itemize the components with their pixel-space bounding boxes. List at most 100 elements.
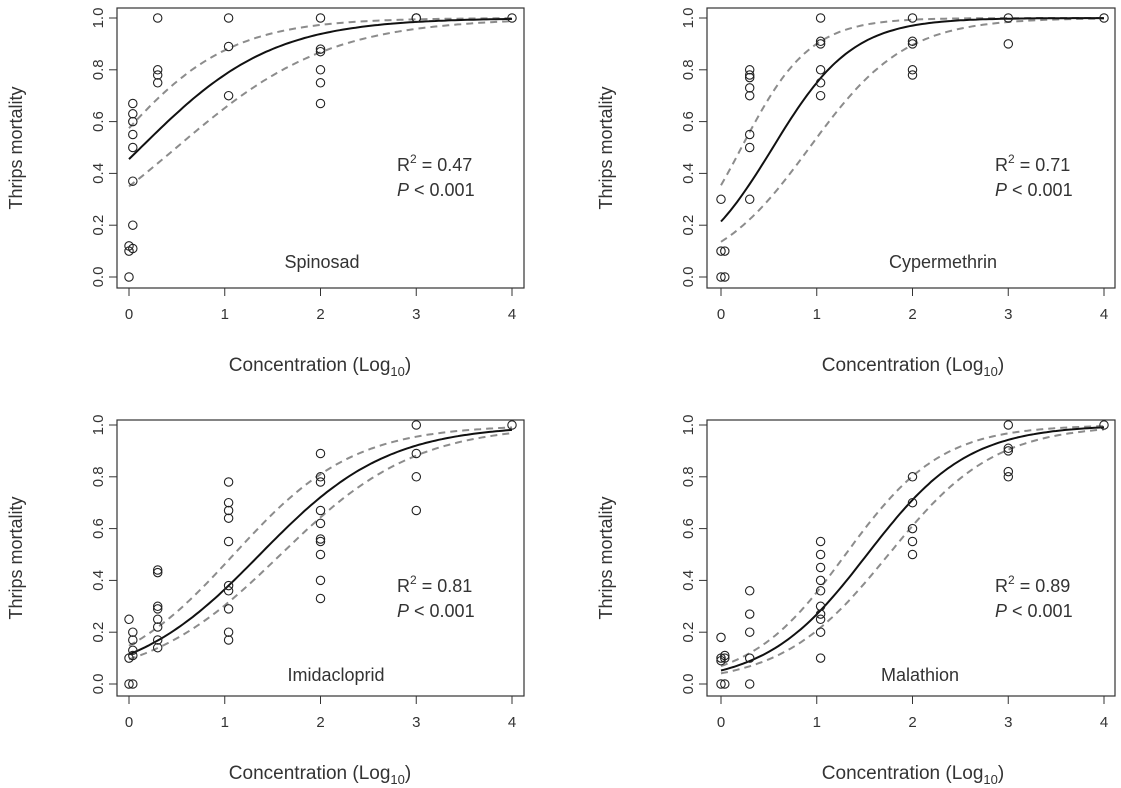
data-point	[315, 46, 326, 57]
r-squared-label: R2 = 0.47	[397, 152, 472, 175]
data-point	[223, 41, 234, 52]
x-tick-label: 3	[412, 714, 420, 731]
x-tick-label: 0	[717, 306, 725, 323]
data-point	[744, 129, 755, 140]
data-point	[128, 220, 138, 230]
y-tick-label: 1.0	[90, 8, 107, 29]
data-point	[223, 505, 234, 516]
data-point	[907, 523, 918, 534]
data-point	[315, 44, 326, 54]
data-point	[152, 13, 163, 23]
data-point	[315, 534, 326, 544]
data-point	[1003, 420, 1014, 430]
plot-frame	[116, 419, 525, 697]
x-tick-label: 4	[1100, 714, 1108, 731]
data-point	[907, 13, 918, 23]
data-point	[907, 472, 918, 482]
panel-title: Spinosad	[284, 252, 359, 272]
lower-confidence-curve	[128, 432, 513, 661]
data-point	[128, 116, 138, 127]
panel-malathion: 0 1 2 3 4 0.0 0.2 0.4 0.6 0.8 1.0 Thrips mortality C…	[596, 415, 1116, 787]
data-point	[720, 679, 730, 689]
data-point	[716, 272, 726, 282]
data-point	[152, 70, 163, 80]
data-point	[1099, 13, 1109, 23]
data-point	[815, 65, 826, 75]
plot-frame	[706, 7, 1116, 289]
data-point	[223, 536, 234, 547]
data-point	[744, 653, 755, 663]
data-point	[815, 601, 826, 612]
data-point	[128, 679, 138, 689]
x-tick-label: 2	[908, 714, 916, 731]
p-value-label: P < 0.001	[397, 180, 475, 200]
fitted-curve	[128, 17, 513, 160]
panel-cypermethrin: 0 1 2 3 4 0.0 0.2 0.4 0.6 0.8 1.0 Thrips mortality C…	[596, 7, 1116, 379]
y-tick-label: 0.0	[90, 267, 107, 288]
p-value-label: P < 0.001	[995, 601, 1073, 621]
data-point	[815, 586, 826, 596]
r-squared-label: R2 = 0.89	[995, 573, 1070, 596]
x-tick-label: 1	[221, 306, 229, 323]
data-point	[411, 505, 422, 516]
data-point	[223, 586, 234, 596]
y-tick-label: 0.6	[680, 111, 697, 132]
y-axis-label: Thrips mortality	[6, 86, 26, 209]
x-tick-label: 4	[508, 714, 516, 731]
data-point	[315, 448, 326, 459]
data-point	[315, 549, 326, 560]
plot-frame	[706, 419, 1116, 697]
data-point	[315, 593, 326, 604]
data-point	[907, 536, 918, 547]
y-tick-label: 0.0	[90, 674, 107, 695]
data-point	[128, 627, 138, 637]
data-point	[223, 13, 234, 23]
y-tick-label: 0.0	[680, 674, 697, 695]
data-point	[315, 65, 326, 75]
data-point	[315, 477, 326, 487]
lower-confidence-curve	[720, 17, 1104, 243]
data-point	[815, 90, 826, 101]
y-tick-label: 0.8	[90, 59, 107, 80]
data-point	[907, 36, 918, 47]
data-point	[152, 604, 163, 614]
y-tick-label: 0.4	[680, 163, 697, 184]
x-tick-label: 3	[1004, 306, 1012, 323]
data-point	[411, 13, 422, 23]
fitted-curve	[720, 17, 1104, 223]
data-point	[907, 39, 918, 49]
r-squared-label: R2 = 0.71	[995, 152, 1070, 175]
data-point	[907, 549, 918, 560]
y-tick-label: 0.2	[90, 622, 107, 643]
data-point	[907, 70, 918, 80]
data-point	[815, 39, 826, 49]
x-tick-label: 3	[1004, 714, 1012, 731]
lower-confidence-curve	[720, 428, 1105, 675]
data-point	[907, 65, 918, 75]
panel-title: Imidacloprid	[287, 665, 384, 685]
upper-confidence-curve	[128, 426, 513, 647]
data-point	[1003, 466, 1014, 477]
data-point	[223, 477, 234, 487]
r-squared-label: R2 = 0.81	[397, 573, 472, 596]
data-point	[223, 90, 234, 101]
y-tick-label: 0.8	[90, 466, 107, 487]
data-point	[315, 78, 326, 88]
data-point	[815, 78, 826, 88]
y-tick-label: 0.4	[90, 163, 107, 184]
data-point	[128, 98, 138, 109]
data-point	[124, 614, 134, 625]
data-point	[716, 679, 726, 689]
data-point	[815, 653, 826, 663]
data-point	[907, 497, 918, 508]
data-point	[716, 246, 726, 256]
x-tick-label: 4	[508, 306, 516, 323]
data-point	[744, 83, 755, 93]
data-point	[815, 614, 826, 625]
data-point	[152, 78, 163, 88]
panel-imidacloprid: 0 1 2 3 4 0.0 0.2 0.4 0.6 0.8 1.0 Thrips mortality C…	[6, 415, 525, 787]
x-axis-label: Concentration (Log10)	[229, 355, 411, 379]
data-point	[744, 609, 755, 619]
data-point	[1003, 443, 1014, 454]
data-point	[128, 129, 138, 140]
